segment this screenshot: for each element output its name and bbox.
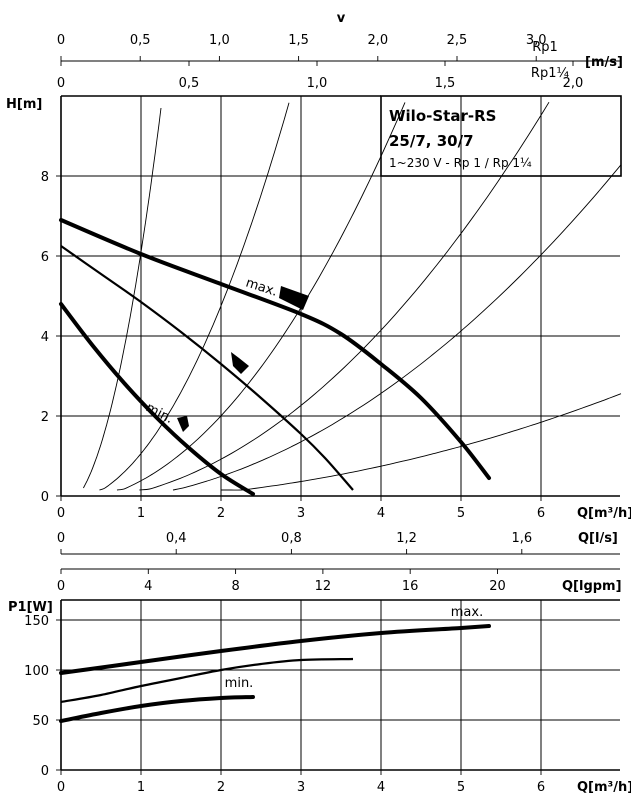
- pq-x-tick-label: 3: [297, 780, 305, 795]
- p1-axis-label: P1[W]: [8, 600, 53, 615]
- hq-x-tick-label: 4: [377, 506, 385, 521]
- power-flow-chart: P1[W] max. min. 0 1 2 3 4 5 6 0 50 100 150 Q[m³/h]: [8, 599, 631, 795]
- pq-y-tick-label: 0: [41, 764, 49, 779]
- system-curve: [172, 164, 622, 491]
- pq-y-tick-label: 50: [32, 714, 49, 729]
- system-curve: [221, 393, 622, 491]
- ls-tick-label: 0,8: [281, 531, 302, 546]
- pq-y-tick-label: 100: [24, 664, 49, 679]
- operating-marker: [177, 416, 189, 432]
- hq-x-tick-label: 1: [137, 506, 145, 521]
- igpm-tick-label: 0: [57, 579, 65, 594]
- rp114-tick-label: 1,0: [307, 76, 328, 91]
- chart-subtitle: 25/7, 30/7: [389, 132, 474, 150]
- ls-tick-label: 1,6: [511, 531, 532, 546]
- operating-marker: [231, 352, 249, 374]
- hq-y-tick-label: 8: [41, 170, 49, 185]
- rp114-tick-label: 0: [57, 76, 65, 91]
- hq-x-tick-label: 3: [297, 506, 305, 521]
- igpm-axis-label: Q[lgpm]: [562, 579, 622, 594]
- hq-curve-mid: [60, 245, 354, 491]
- igpm-tick-label: 4: [144, 579, 152, 594]
- pq-x-axis-label: Q[m³/h]: [577, 780, 631, 795]
- hq-y-tick-label: 2: [41, 410, 49, 425]
- velocity-axes: v Rp1 Rp1¼ [m/s] 0 0,5 1,0 1,5 2,0 2,5 3,0 0 0,…: [57, 11, 623, 91]
- title-box-frame: [380, 95, 622, 177]
- system-curve: [99, 102, 290, 491]
- hq-curve-max: [59, 218, 491, 480]
- pq-curve-mid: [60, 657, 354, 704]
- rp114-tick-label: 0,5: [179, 76, 200, 91]
- ls-tick-label: 0: [57, 531, 65, 546]
- igpm-tick-label: 12: [315, 579, 332, 594]
- system-curve: [82, 107, 162, 489]
- ls-tick-label: 0,4: [166, 531, 187, 546]
- pq-series-label: max.: [451, 605, 483, 620]
- operating-marker: [279, 286, 309, 310]
- igpm-tick-label: 8: [231, 579, 239, 594]
- rp1-tick-label: 0,5: [130, 33, 151, 48]
- rp114-tick-label: 1,5: [435, 76, 456, 91]
- hq-y-tick-label: 6: [41, 250, 49, 265]
- velocity-label: v: [337, 11, 346, 26]
- velocity-axis-rp114-label: Rp1¼: [531, 66, 570, 81]
- velocity-axis-rp1-label: Rp1: [532, 40, 558, 55]
- igpm-tick-label: 20: [489, 579, 506, 594]
- hq-y-tick-label: 0: [41, 490, 49, 505]
- hq-x-tick-label: 2: [217, 506, 225, 521]
- pq-x-tick-label: 2: [217, 780, 225, 795]
- pq-x-tick-label: 0: [57, 780, 65, 795]
- chart-title-box: Wilo-Star-RS 25/7, 30/7 1~230 V - Rp 1 /…: [380, 95, 622, 177]
- igpm-tick-label: 16: [402, 579, 419, 594]
- rp114-tick-label: 2,0: [563, 76, 584, 91]
- chart-title: Wilo-Star-RS: [389, 107, 496, 125]
- pq-y-tick-label: 150: [24, 614, 49, 629]
- hq-x-tick-label: 6: [537, 506, 545, 521]
- rp1-tick-label: 3,0: [526, 33, 547, 48]
- flow-unit-axes: 0 0,4 0,8 1,2 1,6 Q[l/s] 0 4 8 12 16 20 Q[lgpm]: [57, 531, 622, 594]
- pq-x-tick-label: 4: [377, 780, 385, 795]
- h-axis-label: H[m]: [6, 97, 42, 112]
- hq-y-tick-label: 4: [41, 330, 49, 345]
- hq-x-tick-label: 0: [57, 506, 65, 521]
- rp1-tick-label: 2,0: [367, 33, 388, 48]
- rp1-tick-label: 1,5: [288, 33, 309, 48]
- pq-x-tick-label: 6: [537, 780, 545, 795]
- rp1-tick-label: 1,0: [209, 33, 230, 48]
- pq-series-label: min.: [225, 676, 254, 691]
- rp1-tick-label: 2,5: [447, 33, 468, 48]
- hq-x-axis-label: Q[m³/h]: [577, 506, 631, 521]
- pq-curve-max: [59, 624, 491, 675]
- pq-x-tick-label: 1: [137, 780, 145, 795]
- hq-curve-min: [59, 302, 255, 496]
- pq-curve-min: [59, 695, 255, 723]
- velocity-unit-label: [m/s]: [585, 55, 623, 70]
- hq-x-tick-label: 5: [457, 506, 465, 521]
- system-curve: [116, 102, 406, 491]
- ls-axis-label: Q[l/s]: [578, 531, 618, 546]
- ls-tick-label: 1,2: [396, 531, 417, 546]
- rp1-tick-label: 0: [57, 33, 65, 48]
- pq-x-tick-label: 5: [457, 780, 465, 795]
